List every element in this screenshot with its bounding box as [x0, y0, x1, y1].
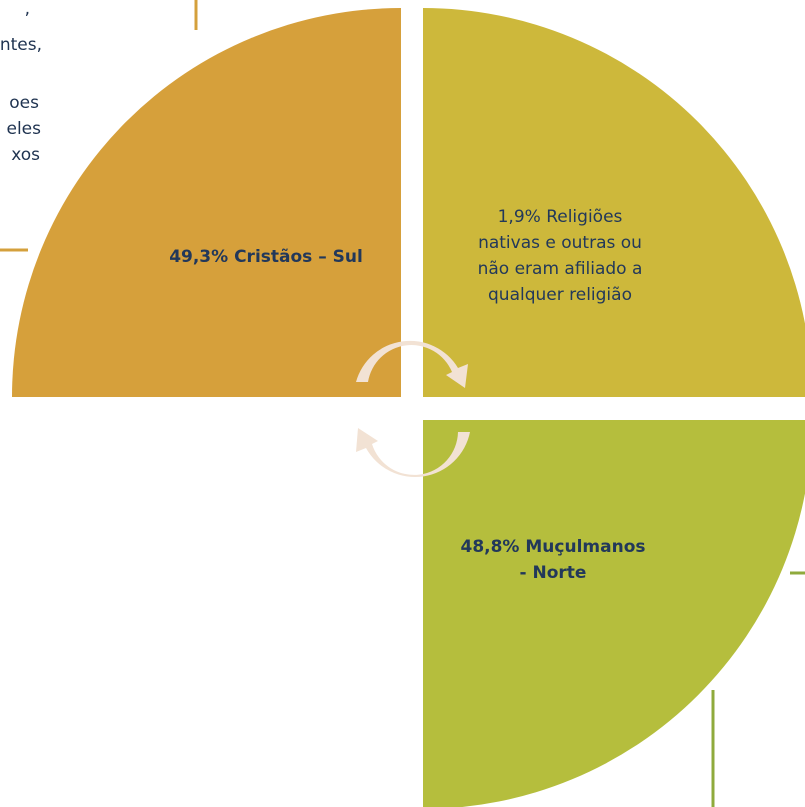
segment-label: - Norte	[520, 563, 587, 583]
note-text: xos	[11, 145, 40, 165]
quadrant-christian	[12, 8, 401, 397]
cycle-arrow	[356, 340, 468, 388]
note-box	[0, 0, 198, 252]
segment-label: não eram afiliado a	[478, 259, 643, 279]
segment-label: 48,8% Muçulmanos	[460, 537, 645, 557]
note-text: oes	[9, 93, 39, 113]
segment-label: qualquer religião	[488, 285, 632, 305]
segment-label: 1,9% Religiões	[498, 207, 623, 227]
quadrant-muslim	[423, 420, 805, 807]
cycle-arrow	[356, 428, 470, 478]
note-text: eles	[7, 119, 42, 139]
quadrant-other	[423, 8, 805, 397]
note-box	[711, 571, 805, 807]
note-text: ntes,	[0, 35, 42, 55]
segment-label: nativas e outras ou	[478, 233, 642, 253]
segment-label: 49,3% Cristãos – Sul	[169, 247, 363, 267]
note-text: ,	[25, 0, 30, 19]
